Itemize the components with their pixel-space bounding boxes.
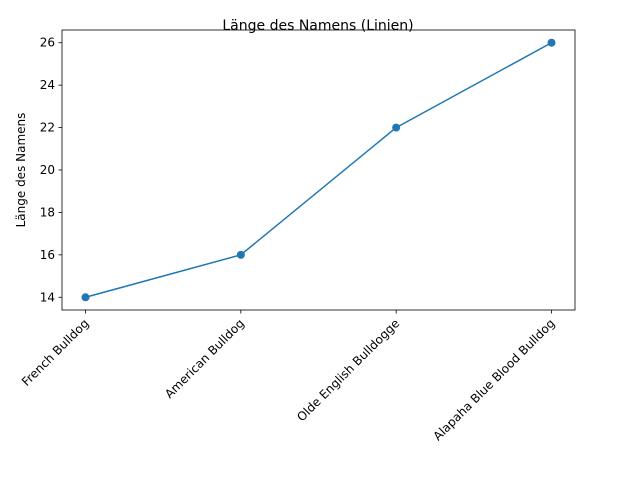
y-axis: 14 16 18 20 22 24 26 [40, 36, 62, 304]
y-tick-label: 18 [40, 205, 55, 219]
series-layer [81, 38, 556, 302]
y-tick-label: 16 [40, 248, 55, 262]
data-point [547, 38, 556, 47]
data-point [392, 123, 401, 132]
x-axis: French Bulldog American Bulldog Olde Engli… [19, 310, 558, 443]
y-tick-label: 24 [40, 78, 55, 92]
data-point [236, 250, 245, 259]
chart-title: Länge des Namens (Linien) [222, 18, 413, 34]
x-tick-label: French Bulldog [19, 316, 92, 389]
y-tick-label: 20 [40, 163, 55, 177]
y-tick-label: 14 [40, 290, 55, 304]
data-point [81, 293, 90, 302]
x-tick-label: American Bulldog [162, 316, 247, 401]
x-tick-label: Olde English Bulldogge [294, 316, 402, 424]
series-line [85, 42, 552, 298]
y-tick-label: 26 [40, 36, 55, 50]
x-tick-label: Alapaha Blue Blood Bulldog [430, 316, 557, 443]
y-tick-label: 22 [40, 121, 55, 135]
y-axis-label: Länge des Namens [14, 113, 28, 228]
